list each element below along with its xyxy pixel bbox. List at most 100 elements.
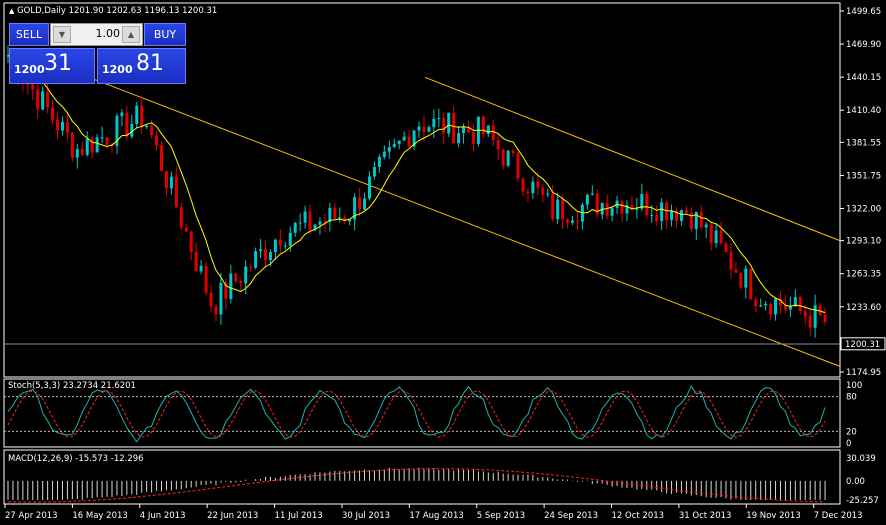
candle-body <box>412 130 416 147</box>
candle-body <box>481 116 485 135</box>
stoch-signal-line <box>7 390 826 438</box>
candle-body <box>729 251 733 270</box>
buy-button[interactable]: BUY <box>144 23 186 46</box>
candle-body <box>100 137 104 139</box>
channel-upper-line <box>424 76 841 242</box>
candle-body <box>26 83 30 85</box>
candle-body <box>432 118 436 128</box>
bid-price[interactable]: 1200 31 <box>9 48 95 84</box>
candle-body <box>674 210 678 221</box>
candle-body <box>531 181 535 194</box>
candle-body <box>818 305 822 315</box>
candle-body <box>635 208 639 210</box>
candle-body <box>244 266 248 284</box>
candle-body <box>650 215 654 217</box>
candle-body <box>546 193 550 195</box>
candle-body <box>60 121 64 131</box>
candle-body <box>392 143 396 148</box>
candle-body <box>140 105 144 128</box>
candle-body <box>164 171 168 189</box>
candle-body <box>229 273 233 299</box>
candle-body <box>263 249 267 261</box>
candle-body <box>402 136 406 141</box>
candle-body <box>452 112 456 144</box>
candle-body <box>382 151 386 157</box>
ask-price[interactable]: 1200 81 <box>97 48 186 84</box>
candle-body <box>125 112 129 137</box>
lot-size-value[interactable]: 1.00 <box>95 27 121 40</box>
candle-body <box>684 210 688 213</box>
candle-body <box>467 126 471 133</box>
candle-body <box>90 138 94 153</box>
candle-body <box>571 220 575 223</box>
date-tick-label: 7 Dec 2013 <box>814 511 863 521</box>
candle-body <box>204 265 208 293</box>
candle-body <box>823 314 827 322</box>
moving-average <box>7 54 826 314</box>
candle-body <box>51 107 55 120</box>
date-tick-label: 24 Sep 2013 <box>544 511 598 521</box>
candle-body <box>749 268 753 300</box>
candle-body <box>160 145 164 172</box>
candle-body <box>254 251 258 268</box>
candle-body <box>194 252 198 272</box>
candle-body <box>699 211 703 228</box>
candle-body <box>660 202 664 222</box>
candle-body <box>566 219 570 223</box>
candle-body <box>670 210 674 220</box>
candle-body <box>80 149 84 155</box>
candle-body <box>491 125 495 141</box>
candle-body <box>105 137 109 145</box>
candle-body <box>288 232 292 246</box>
candle-body <box>437 118 441 120</box>
candle-body <box>234 273 238 282</box>
symbol-header: ▲ GOLD,Daily 1201.90 1202.63 1196.13 120… <box>9 6 218 16</box>
date-tick-label: 12 Oct 2013 <box>612 511 665 521</box>
candle-body <box>511 150 515 154</box>
date-tick-label: 31 Oct 2013 <box>679 511 732 521</box>
candle-body <box>145 125 149 128</box>
candle-body <box>625 205 629 214</box>
candle-body <box>214 306 218 315</box>
candle-body <box>774 298 778 315</box>
lot-decrease-icon[interactable]: ▼ <box>53 26 71 43</box>
candle-body <box>813 305 817 328</box>
sell-button[interactable]: SELL <box>9 23 49 46</box>
stoch-level-label: 100 <box>846 381 862 391</box>
candle-body <box>808 316 812 328</box>
candle-body <box>85 138 89 155</box>
candle-body <box>486 125 490 135</box>
price-tick-label: 1410.40 <box>846 106 881 116</box>
candle-body <box>130 124 134 137</box>
price-tick-label: 1469.90 <box>846 40 881 50</box>
candle-body <box>259 249 263 252</box>
lot-size-field[interactable]: ▼ 1.00 ▲ <box>50 23 143 46</box>
candle-body <box>155 135 159 146</box>
candle-body <box>179 207 183 228</box>
candle-body <box>793 297 797 307</box>
candle-body <box>189 231 193 253</box>
date-tick-label: 19 Nov 2013 <box>746 511 800 521</box>
ask-prefix: 1200 <box>102 63 133 76</box>
candle-body <box>75 149 79 158</box>
candle-body <box>348 219 352 222</box>
candle-body <box>377 156 381 167</box>
macd-signal-line <box>7 468 826 503</box>
triangle-icon: ▲ <box>9 7 15 15</box>
candle-body <box>417 126 421 131</box>
price-tick-label: 1293.10 <box>846 237 881 247</box>
stoch-level-label: 0 <box>846 439 851 449</box>
price-tick-label: 1174.95 <box>846 368 881 378</box>
channel-lines <box>59 65 841 367</box>
candle-body <box>343 217 347 222</box>
current-price-box <box>840 337 886 351</box>
lot-increase-icon[interactable]: ▲ <box>122 26 140 43</box>
candle-body <box>655 215 659 222</box>
candle-body <box>358 197 362 210</box>
price-axis: 1499.65 1469.90 1440.15 1410.40 1381.55 1351.… <box>840 7 886 378</box>
candle-body <box>471 132 475 144</box>
candle-body <box>224 282 228 299</box>
date-tick-label: 22 Jun 2013 <box>207 511 258 521</box>
candle-body <box>575 220 579 222</box>
